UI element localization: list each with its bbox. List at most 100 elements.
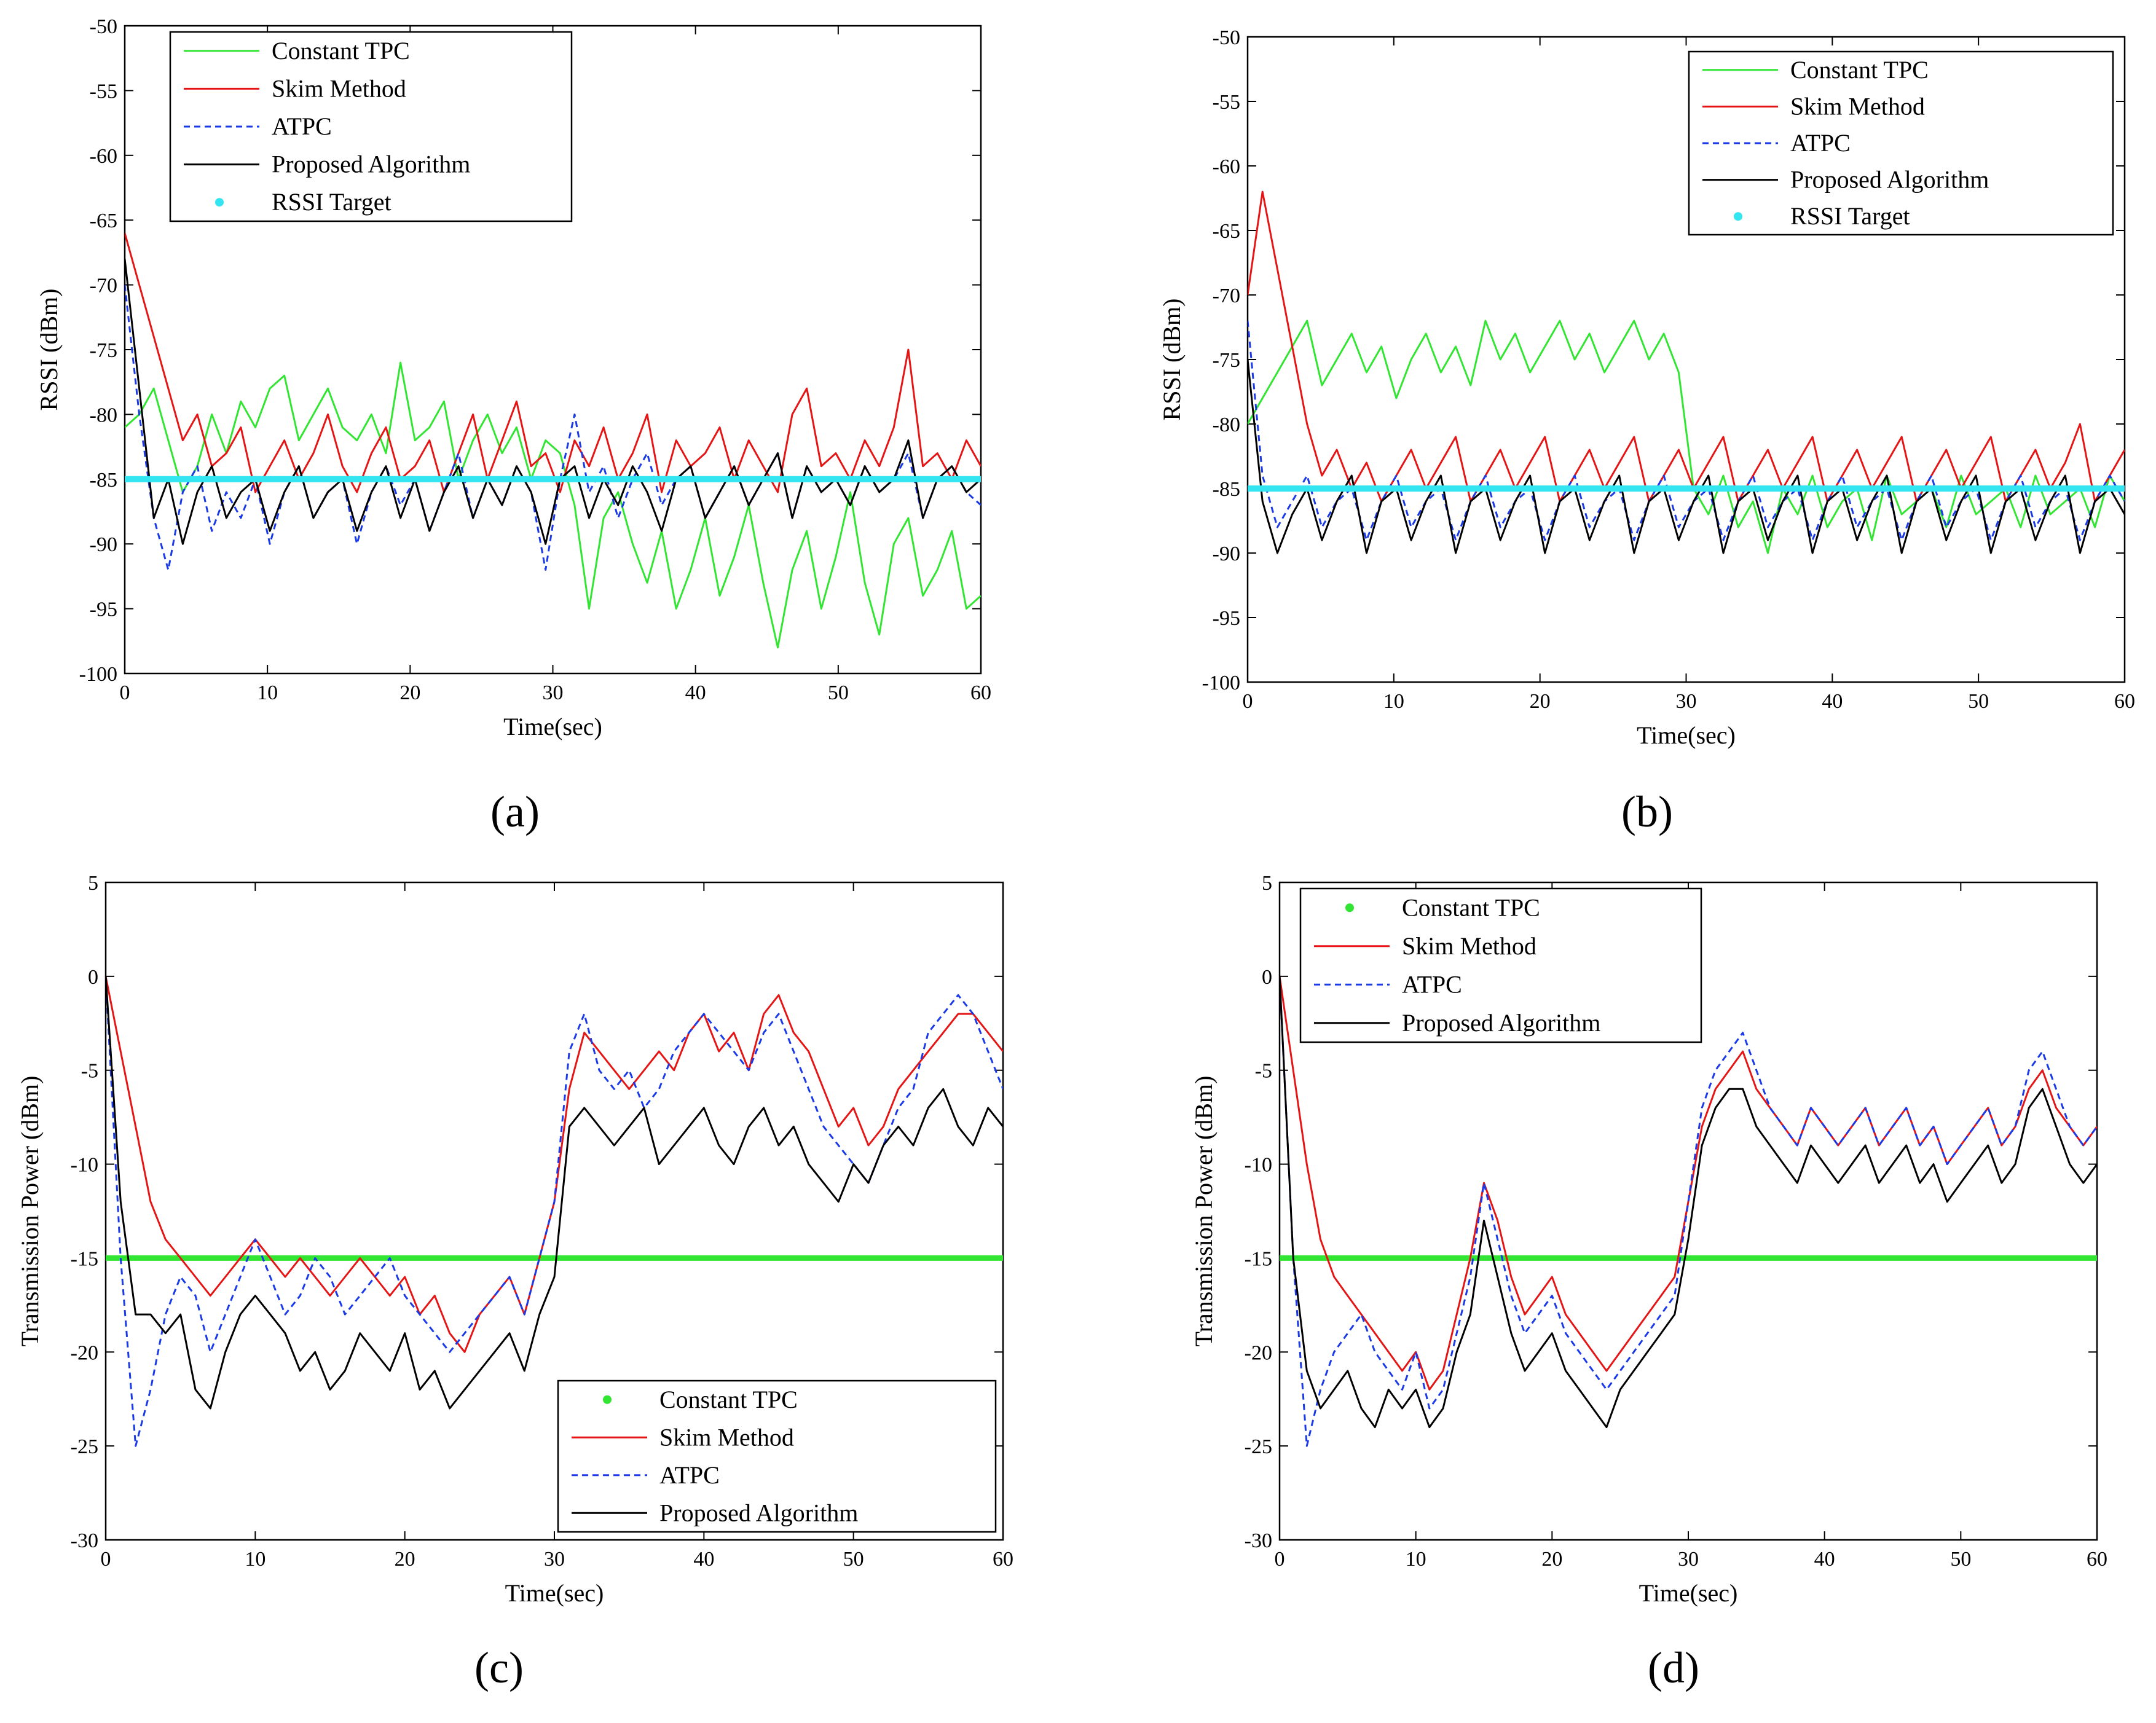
- y-tick-label: -65: [90, 210, 117, 232]
- legend-label-proposed-algorithm: Proposed Algorithm: [272, 151, 470, 178]
- legend-label-skim-method: Skim Method: [1402, 932, 1536, 960]
- y-tick-label: -100: [1202, 672, 1240, 694]
- x-tick-label: 0: [120, 681, 130, 704]
- y-tick-label: -95: [1213, 607, 1240, 630]
- series-line-atpc: [125, 285, 981, 571]
- x-tick-label: 30: [543, 681, 564, 704]
- y-tick-label: -60: [1213, 155, 1240, 178]
- y-tick-label: -80: [1213, 414, 1240, 436]
- y-tick-label: -75: [90, 339, 117, 362]
- y-tick-label: -5: [1255, 1060, 1272, 1083]
- legend-box: [1299, 887, 1702, 1043]
- y-tick-label: -50: [90, 15, 117, 38]
- x-tick-label: 30: [544, 1548, 565, 1571]
- legend-label-rssi-target: RSSI Target: [272, 188, 391, 216]
- legend: Constant TPC Skim Method ATPC Proposed Algo…: [169, 31, 573, 222]
- x-tick-label: 50: [1950, 1548, 1971, 1571]
- x-tick-label: 10: [257, 681, 278, 704]
- legend-label-constant-tpc: Constant TPC: [1402, 893, 1540, 921]
- y-tick-label: -20: [1245, 1341, 1272, 1364]
- x-tick-label: 30: [1676, 690, 1697, 713]
- y-tick-label: -20: [71, 1341, 98, 1364]
- series-group: [106, 976, 1003, 1447]
- x-tick-label: 10: [1383, 690, 1404, 713]
- legend-label-proposed-algorithm: Proposed Algorithm: [1402, 1009, 1600, 1037]
- panel-a: 0 10 20 30 40 50 60 -100 -95 -90 -85 -80 -75 -70 -65 -6…: [35, 15, 991, 836]
- x-tick-label: 20: [1530, 690, 1551, 713]
- y-tick-label: -90: [1213, 543, 1240, 565]
- y-tick-label: -15: [71, 1247, 98, 1270]
- x-tick-label: 60: [2114, 690, 2135, 713]
- y-tick-label: -85: [90, 469, 117, 492]
- legend: Constant TPC Skim Method ATPC Proposed Algo…: [1299, 887, 1702, 1043]
- y-tick-label: -25: [71, 1435, 98, 1458]
- legend-label-atpc: ATPC: [272, 112, 332, 140]
- series-line-atpc: [106, 976, 1003, 1447]
- y-tick-label: -95: [90, 599, 117, 621]
- panel-caption: (b): [1621, 787, 1673, 836]
- y-tick-label: -50: [1213, 26, 1240, 49]
- x-tick-label: 40: [693, 1548, 714, 1571]
- x-tick-label: 20: [1541, 1548, 1562, 1571]
- series-line-skim-method: [125, 232, 981, 493]
- panel-c: 0 10 20 30 40 50 60 -30 -25 -20 -15 -10 -5 0 5 Time(sec…: [16, 872, 1013, 1692]
- y-tick-label: -55: [1213, 91, 1240, 114]
- legend-label-skim-method: Skim Method: [272, 74, 406, 102]
- y-tick-label: -70: [1213, 285, 1240, 307]
- legend-label-skim-method: Skim Method: [659, 1423, 794, 1451]
- y-tick-label: -80: [90, 404, 117, 426]
- legend-marker-rssi-target: [1734, 212, 1742, 221]
- series-line-constant-tpc: [1248, 320, 2125, 554]
- y-tick-label: -30: [71, 1529, 98, 1552]
- y-tick-label: 5: [1262, 872, 1272, 895]
- x-tick-label: 40: [685, 681, 706, 704]
- x-axis-label: Time(sec): [1639, 1579, 1738, 1607]
- y-tick-label: -70: [90, 275, 117, 297]
- panel-b: 0 10 20 30 40 50 60 -100 -95 -90 -85 -80 -75 -70 -65 -6…: [1158, 26, 2135, 836]
- x-tick-label: 0: [101, 1548, 111, 1571]
- series-group: [1280, 976, 2097, 1447]
- legend-marker-constant-tpc: [603, 1395, 612, 1404]
- legend-label-constant-tpc: Constant TPC: [272, 37, 410, 65]
- legend-label-atpc: ATPC: [1790, 129, 1851, 157]
- y-tick-label: -90: [90, 533, 117, 556]
- legend-label-proposed-algorithm: Proposed Algorithm: [659, 1499, 858, 1526]
- panel-d: 0 10 20 30 40 50 60 -30 -25 -20 -15 -10 -5 0 5 Time(sec…: [1190, 872, 2107, 1692]
- y-tick-label: -10: [71, 1154, 98, 1177]
- y-tick-label: 0: [88, 966, 98, 989]
- legend-label-rssi-target: RSSI Target: [1790, 202, 1910, 230]
- legend-label-constant-tpc: Constant TPC: [659, 1386, 798, 1413]
- x-tick-label: 60: [2087, 1548, 2107, 1571]
- x-tick-label: 50: [1968, 690, 1989, 713]
- y-tick-label: -65: [1213, 220, 1240, 243]
- y-tick-label: -10: [1245, 1154, 1272, 1177]
- x-tick-label: 60: [993, 1548, 1013, 1571]
- y-tick-label: -15: [1245, 1247, 1272, 1270]
- x-tick-label: 40: [1822, 690, 1843, 713]
- y-tick-label: -5: [81, 1060, 98, 1083]
- series-group: [125, 232, 981, 649]
- legend-label-constant-tpc: Constant TPC: [1790, 56, 1929, 84]
- y-axis-label: RSSI (dBm): [35, 289, 63, 411]
- legend-marker-rssi-target: [215, 198, 224, 207]
- y-tick-label: -85: [1213, 478, 1240, 501]
- x-tick-label: 10: [1406, 1548, 1426, 1571]
- x-tick-label: 40: [1814, 1548, 1835, 1571]
- y-tick-label: -60: [90, 145, 117, 168]
- legend-label-atpc: ATPC: [659, 1461, 720, 1489]
- x-tick-label: 60: [970, 681, 991, 704]
- series-line-atpc: [1248, 320, 2125, 541]
- panel-caption: (c): [474, 1643, 524, 1692]
- y-tick-label: 5: [88, 872, 98, 895]
- y-axis-label: RSSI (dBm): [1158, 299, 1186, 421]
- x-tick-label: 50: [843, 1548, 864, 1571]
- x-tick-label: 30: [1678, 1548, 1699, 1571]
- x-tick-label: 50: [828, 681, 849, 704]
- y-axis-label: Transmission Power (dBm): [1190, 1076, 1218, 1347]
- series-group: [1248, 190, 2125, 554]
- legend-marker-constant-tpc: [1345, 903, 1354, 913]
- y-tick-label: -100: [79, 663, 117, 686]
- legend-label-skim-method: Skim Method: [1790, 92, 1925, 120]
- x-tick-label: 10: [245, 1548, 266, 1571]
- series-line-atpc: [1280, 976, 2097, 1447]
